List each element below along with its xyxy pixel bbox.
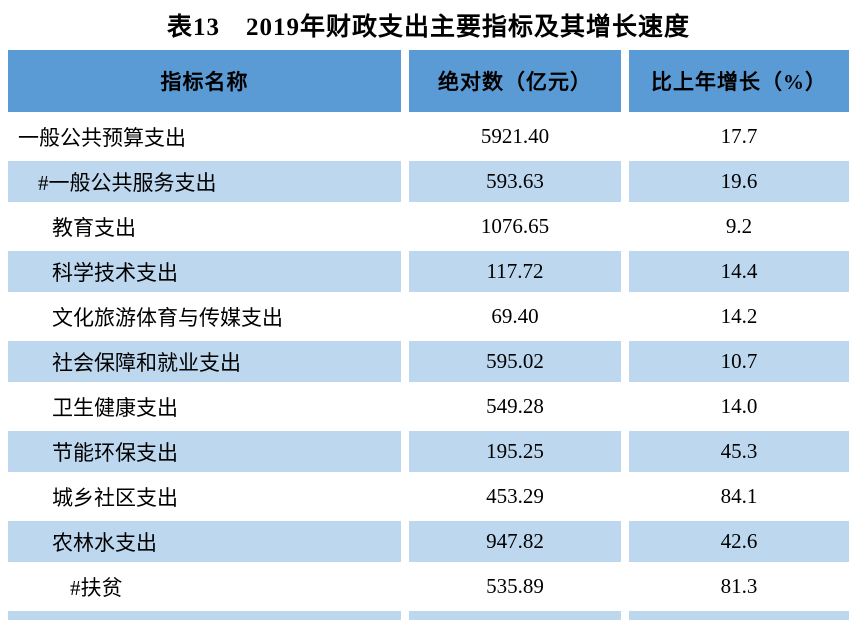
table-title: 表13 2019年财政支出主要指标及其增长速度 [166, 14, 690, 41]
table-row: 节能环保支出 195.25 45.3 [8, 431, 849, 472]
table-row: 一般公共预算支出 5921.40 17.7 [8, 116, 849, 157]
indicator-name-cell: 节能环保支出 [8, 431, 401, 472]
indicator-name-cell: 社会保障和就业支出 [8, 341, 401, 382]
absolute-value-cell: 195.25 [409, 431, 621, 472]
table-row: #扶贫 535.89 81.3 [8, 566, 849, 607]
absolute-value-cell: 549.28 [409, 386, 621, 427]
indicator-name-cell: 一般公共预算支出 [8, 116, 401, 157]
table-row: 社会保障和就业支出 595.02 10.7 [8, 341, 849, 382]
indicator-name-cell: 文化旅游体育与传媒支出 [8, 296, 401, 337]
table-row: 城乡社区支出 453.29 84.1 [8, 476, 849, 517]
table-row: #一般公共服务支出 593.63 19.6 [8, 161, 849, 202]
column-header-absolute-value: 绝对数（亿元） [409, 50, 621, 112]
header-row: 指标名称 绝对数（亿元） 比上年增长（%） [8, 50, 849, 112]
indicator-name-cell: 科学技术支出 [8, 251, 401, 292]
growth-rate-cell: 10.7 [629, 341, 849, 382]
absolute-value-cell: 453.29 [409, 476, 621, 517]
table-row: 农林水支出 947.82 42.6 [8, 521, 849, 562]
growth-rate-cell: 14.0 [629, 386, 849, 427]
absolute-value-cell: 535.89 [409, 566, 621, 607]
absolute-value-cell: 1076.65 [409, 206, 621, 247]
indicator-name-cell: 教育支出 [8, 206, 401, 247]
growth-rate-cell: 14.2 [629, 296, 849, 337]
partial-row-cell [629, 611, 849, 620]
column-header-indicator-name: 指标名称 [8, 50, 401, 112]
table-row: 教育支出 1076.65 9.2 [8, 206, 849, 247]
absolute-value-cell: 5921.40 [409, 116, 621, 157]
table-row: 卫生健康支出 549.28 14.0 [8, 386, 849, 427]
growth-rate-cell: 42.6 [629, 521, 849, 562]
table-header: 指标名称 绝对数（亿元） 比上年增长（%） [8, 50, 849, 112]
growth-rate-cell: 84.1 [629, 476, 849, 517]
growth-rate-cell: 17.7 [629, 116, 849, 157]
growth-rate-cell: 9.2 [629, 206, 849, 247]
partial-table-row [8, 611, 849, 620]
growth-rate-cell: 81.3 [629, 566, 849, 607]
absolute-value-cell: 117.72 [409, 251, 621, 292]
absolute-value-cell: 593.63 [409, 161, 621, 202]
growth-rate-cell: 19.6 [629, 161, 849, 202]
indicator-name-cell: 农林水支出 [8, 521, 401, 562]
absolute-value-cell: 947.82 [409, 521, 621, 562]
growth-rate-cell: 14.4 [629, 251, 849, 292]
indicator-name-cell: #一般公共服务支出 [8, 161, 401, 202]
table-row: 文化旅游体育与传媒支出 69.40 14.2 [8, 296, 849, 337]
absolute-value-cell: 69.40 [409, 296, 621, 337]
partial-row-cell [409, 611, 621, 620]
indicators-table: 指标名称 绝对数（亿元） 比上年增长（%） 一般公共预算支出 5921.40 17.… [0, 46, 857, 624]
growth-rate-cell: 45.3 [629, 431, 849, 472]
absolute-value-cell: 595.02 [409, 341, 621, 382]
table-row: 科学技术支出 117.72 14.4 [8, 251, 849, 292]
indicator-name-cell: #扶贫 [8, 566, 401, 607]
column-header-growth-rate: 比上年增长（%） [629, 50, 849, 112]
partial-row-cell [8, 611, 401, 620]
indicator-name-cell: 城乡社区支出 [8, 476, 401, 517]
indicator-name-cell: 卫生健康支出 [8, 386, 401, 427]
table-body: 一般公共预算支出 5921.40 17.7 #一般公共服务支出 593.63 19.6 教育… [8, 116, 849, 620]
